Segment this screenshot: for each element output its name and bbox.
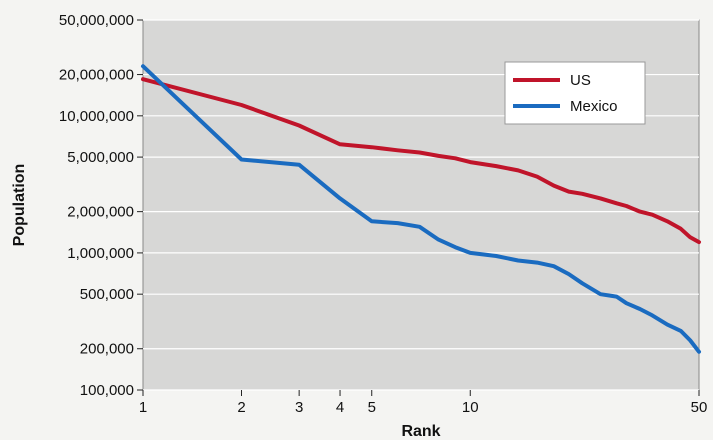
- x-tick-label: 4: [336, 399, 344, 416]
- y-tick-label: 1,000,000: [67, 245, 134, 262]
- y-tick-label: 5,000,000: [67, 149, 134, 166]
- x-tick-label: 5: [368, 399, 376, 416]
- y-axis-ticks: 100,000 200,000 500,000 1,000,000 2,000,000 5…: [59, 12, 143, 399]
- legend: US Mexico: [504, 61, 646, 125]
- x-tick-label: 1: [139, 399, 147, 416]
- legend-box: [504, 61, 646, 125]
- series-lines: [141, 64, 701, 354]
- x-axis-title: Rank: [401, 423, 440, 440]
- x-tick-label: 2: [237, 399, 245, 416]
- x-tick-label: 10: [462, 399, 479, 416]
- y-tick-label: 500,000: [80, 286, 134, 303]
- series-line-mexico: [141, 64, 701, 354]
- y-tick-label: 10,000,000: [59, 108, 134, 125]
- y-tick-label: 100,000: [80, 382, 134, 399]
- x-tick-label: 50: [691, 399, 708, 416]
- y-axis-title: Population: [11, 164, 28, 247]
- x-axis-ticks: 1 2 3 4 5 10 50: [139, 390, 708, 416]
- legend-label-mexico: Mexico: [570, 98, 618, 115]
- series-line-us: [141, 77, 701, 245]
- y-tick-label: 200,000: [80, 341, 134, 358]
- y-tick-label: 2,000,000: [67, 204, 134, 221]
- legend-label-us: US: [570, 72, 591, 89]
- y-tick-label: 20,000,000: [59, 67, 134, 84]
- x-tick-label: 3: [295, 399, 303, 416]
- y-tick-label: 50,000,000: [59, 12, 134, 29]
